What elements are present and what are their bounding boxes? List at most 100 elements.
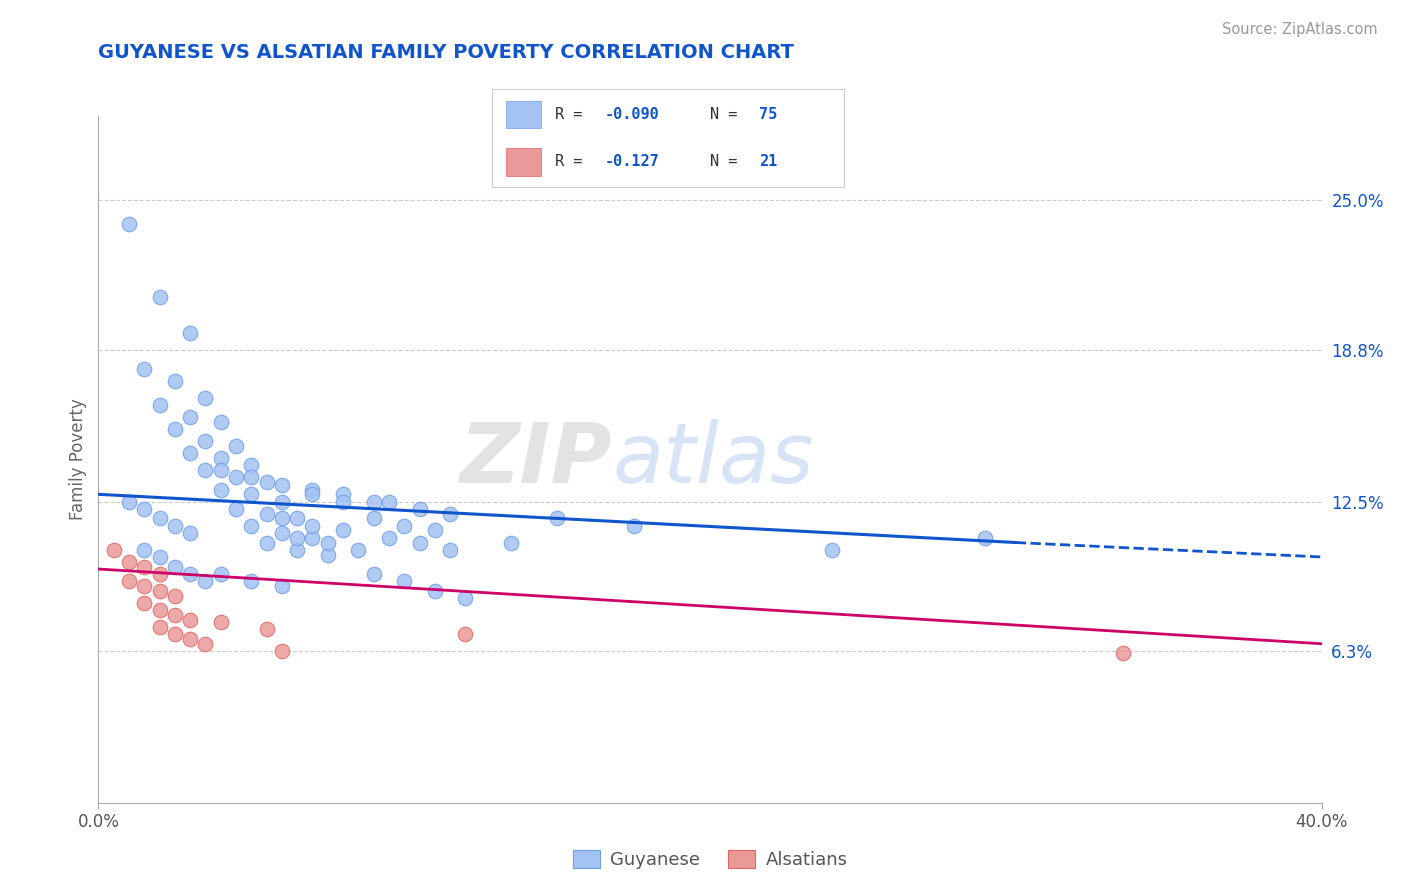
Point [134, 596, 156, 610]
Point [347, 542, 370, 557]
Point [285, 511, 308, 525]
Point [103, 542, 125, 557]
Point [270, 494, 292, 508]
Point [240, 487, 263, 501]
Point [134, 559, 156, 574]
Point [256, 622, 278, 636]
Point [149, 566, 172, 581]
Point [209, 415, 232, 429]
Point [378, 531, 401, 545]
Point [285, 531, 308, 545]
Point [285, 542, 308, 557]
Point [454, 627, 477, 641]
Point [179, 446, 201, 460]
Point [209, 451, 232, 466]
Point [149, 620, 172, 634]
Point [209, 615, 232, 629]
Point [149, 290, 172, 304]
Point [240, 458, 263, 473]
Point [301, 487, 323, 501]
Point [163, 518, 186, 533]
Point [179, 566, 201, 581]
Point [408, 535, 430, 549]
Point [240, 574, 263, 588]
Text: N =: N = [710, 154, 737, 169]
Point [163, 422, 186, 436]
Point [454, 591, 477, 605]
Point [118, 555, 141, 569]
Point [316, 535, 339, 549]
Point [270, 525, 292, 540]
Point [163, 607, 186, 622]
Point [134, 579, 156, 593]
Point [256, 535, 278, 549]
Point [270, 579, 292, 593]
FancyBboxPatch shape [506, 101, 541, 128]
Point [439, 542, 461, 557]
Point [194, 637, 217, 651]
Point [179, 613, 201, 627]
Point [408, 501, 430, 516]
Text: -0.090: -0.090 [605, 107, 659, 121]
Point [194, 574, 217, 588]
Point [256, 475, 278, 490]
Point [149, 549, 172, 564]
Point [179, 525, 201, 540]
Point [270, 477, 292, 491]
Point [363, 511, 385, 525]
Text: Source: ZipAtlas.com: Source: ZipAtlas.com [1222, 22, 1378, 37]
Point [301, 531, 323, 545]
Point [270, 511, 292, 525]
Point [179, 326, 201, 340]
Point [392, 518, 416, 533]
Point [301, 483, 323, 497]
Point [332, 487, 354, 501]
Point [546, 511, 568, 525]
Point [179, 410, 201, 425]
Point [623, 518, 645, 533]
Point [332, 524, 354, 538]
Point [363, 566, 385, 581]
Point [501, 535, 523, 549]
Text: R =: R = [555, 107, 582, 121]
Text: N =: N = [710, 107, 737, 121]
Point [209, 463, 232, 477]
Point [821, 542, 844, 557]
Text: 75: 75 [759, 107, 778, 121]
Point [149, 583, 172, 598]
Point [134, 542, 156, 557]
Point [225, 470, 247, 484]
Point [134, 501, 156, 516]
Point [179, 632, 201, 646]
Text: R =: R = [555, 154, 582, 169]
Point [1112, 646, 1135, 660]
Point [118, 574, 141, 588]
Point [163, 627, 186, 641]
Point [423, 524, 446, 538]
Point [134, 362, 156, 376]
Point [225, 439, 247, 453]
Point [163, 374, 186, 388]
Text: 21: 21 [759, 154, 778, 169]
Point [194, 434, 217, 449]
Point [392, 574, 416, 588]
Point [163, 589, 186, 603]
Point [118, 218, 141, 232]
Point [149, 511, 172, 525]
Point [332, 494, 354, 508]
Point [270, 644, 292, 658]
Point [439, 507, 461, 521]
Point [316, 548, 339, 562]
Point [149, 398, 172, 412]
Text: GUYANESE VS ALSATIAN FAMILY POVERTY CORRELATION CHART: GUYANESE VS ALSATIAN FAMILY POVERTY CORR… [98, 44, 794, 62]
Text: atlas: atlas [612, 419, 814, 500]
Point [240, 518, 263, 533]
Point [194, 463, 217, 477]
Point [301, 518, 323, 533]
Point [240, 470, 263, 484]
Point [256, 507, 278, 521]
Point [363, 494, 385, 508]
Point [225, 501, 247, 516]
Point [974, 531, 997, 545]
Point [209, 566, 232, 581]
